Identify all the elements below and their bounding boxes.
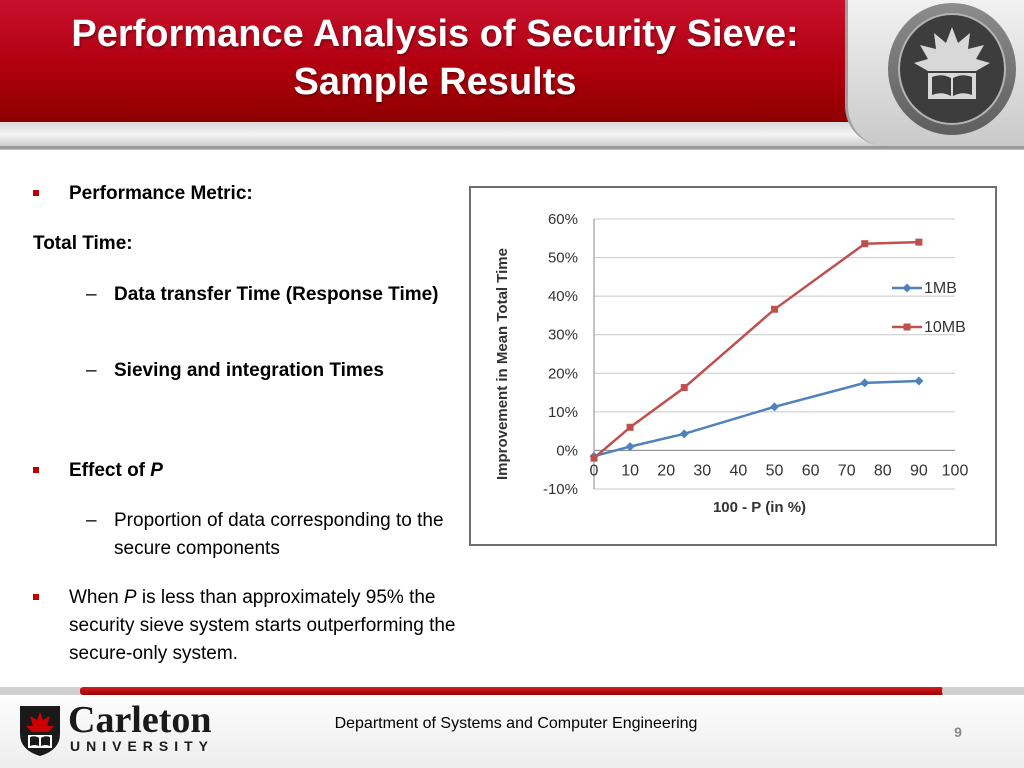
data-point (771, 305, 778, 313)
dash-marker: – (86, 510, 97, 531)
series-line-10MB (593, 240, 919, 460)
x-tick-label: 0 (590, 462, 599, 479)
x-tick-label: 70 (838, 462, 856, 479)
bullet-marker (33, 190, 39, 196)
data-point (914, 376, 924, 386)
sub-proportion-of-data: Proportion of data corresponding to the … (114, 510, 444, 559)
data-point (679, 429, 689, 439)
y-tick-label: -10% (543, 481, 578, 498)
x-tick-label: 60 (802, 462, 820, 479)
footer-bar-right (942, 687, 1024, 695)
chart-frame (469, 186, 997, 546)
sub-data-transfer-time: Data transfer Time (Response Time) (114, 284, 439, 305)
x-axis-title: 100 - P (in %) (713, 499, 806, 516)
carleton-logo-icon (20, 706, 60, 756)
department-name: Department of Systems and Computer Engin… (334, 715, 698, 732)
data-point (915, 238, 923, 246)
footer-bar-left (0, 687, 82, 695)
variable-p: P (123, 587, 137, 608)
series-line-1MB (593, 379, 919, 458)
y-tick-label: 60% (548, 211, 578, 228)
x-tick-label: 90 (910, 462, 928, 479)
logo-wordmark: Carleton (68, 699, 212, 741)
variable-p: P (150, 460, 163, 481)
line-chart: 60% 50% 40% 30% 20% 10% 0% -10% 0 10 20 30 40 50 60 70 8… (494, 211, 969, 516)
footer-bar (80, 687, 944, 695)
x-tick-label: 100 (942, 462, 969, 479)
bullet-marker (33, 594, 39, 600)
bullet-when-p: When P is less than approximately 95% th… (69, 584, 469, 668)
bullet-marker (33, 467, 39, 473)
data-point (860, 378, 870, 388)
when-label: When (69, 587, 124, 608)
x-tick-label: 20 (657, 462, 675, 479)
x-tick-label: 10 (621, 462, 639, 479)
x-tick-label: 30 (693, 462, 711, 479)
y-tick-label: 50% (548, 250, 578, 267)
y-tick-label: 40% (548, 288, 578, 305)
effect-of-label: Effect of (69, 460, 151, 481)
page-number: 9 (954, 724, 962, 740)
dash-marker: – (86, 360, 97, 381)
footer (0, 686, 1024, 768)
y-tick-label: 0% (556, 442, 578, 459)
total-time-label: Total Time: (33, 233, 133, 254)
y-tick-label: 10% (548, 404, 578, 421)
bullet-performance-metric: Performance Metric: (69, 183, 253, 204)
data-point (680, 384, 688, 392)
legend-marker (903, 323, 911, 331)
legend-label: 1MB (924, 280, 957, 297)
y-tick-label: 20% (548, 365, 578, 382)
data-point (625, 442, 635, 452)
university-seal-icon (914, 27, 990, 99)
data-point (626, 423, 634, 431)
sub-sieving-integration-times: Sieving and integration Times (114, 360, 384, 381)
x-tick-label: 40 (730, 462, 748, 479)
legend-marker (902, 283, 912, 293)
legend-label: 10MB (924, 319, 966, 336)
title-bar-divider (0, 146, 1024, 149)
when-suffix: is less than approximately 95% the secur… (69, 587, 456, 664)
y-axis-title: Improvement in Mean Total Time (494, 248, 511, 480)
data-point (861, 240, 869, 248)
data-point (590, 454, 598, 462)
data-point (770, 402, 779, 412)
dash-marker: – (86, 284, 97, 305)
x-tick-label: 50 (766, 462, 784, 479)
slide-title: Performance Analysis of Security Sieve: … (71, 13, 799, 103)
x-tick-label: 80 (874, 462, 892, 479)
bullet-effect-of-p: Effect of P (69, 457, 163, 485)
logo-subtitle: UNIVERSITY (70, 738, 215, 754)
y-tick-label: 30% (548, 327, 578, 344)
